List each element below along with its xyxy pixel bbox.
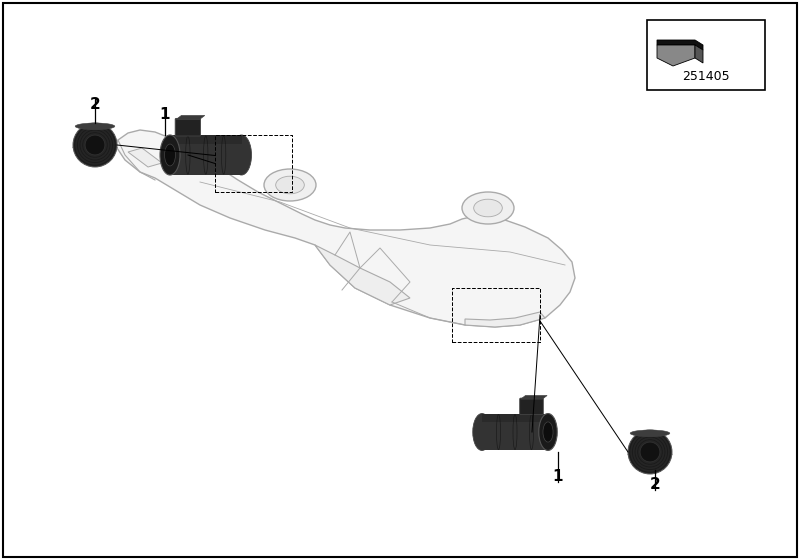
Bar bbox=[647, 20, 765, 90]
Ellipse shape bbox=[160, 135, 180, 175]
Text: 1: 1 bbox=[553, 469, 563, 484]
Circle shape bbox=[628, 430, 672, 474]
Ellipse shape bbox=[473, 413, 491, 450]
Ellipse shape bbox=[75, 123, 115, 129]
Ellipse shape bbox=[630, 430, 670, 437]
Text: 2: 2 bbox=[650, 477, 660, 492]
Polygon shape bbox=[465, 312, 545, 327]
Polygon shape bbox=[176, 115, 205, 119]
Polygon shape bbox=[482, 413, 548, 422]
FancyBboxPatch shape bbox=[175, 118, 201, 136]
Polygon shape bbox=[482, 413, 548, 450]
Text: 2: 2 bbox=[90, 97, 100, 112]
Polygon shape bbox=[128, 148, 162, 167]
Text: 1: 1 bbox=[160, 107, 170, 122]
Ellipse shape bbox=[538, 413, 558, 450]
Polygon shape bbox=[115, 130, 575, 327]
Ellipse shape bbox=[165, 144, 175, 166]
Polygon shape bbox=[657, 40, 703, 50]
Polygon shape bbox=[521, 395, 547, 399]
Ellipse shape bbox=[628, 451, 672, 458]
Polygon shape bbox=[657, 45, 695, 66]
Ellipse shape bbox=[264, 169, 316, 201]
Polygon shape bbox=[695, 45, 703, 63]
Polygon shape bbox=[170, 135, 242, 175]
Circle shape bbox=[640, 442, 660, 462]
Text: 251405: 251405 bbox=[682, 69, 730, 82]
Circle shape bbox=[73, 123, 117, 167]
Polygon shape bbox=[170, 135, 242, 144]
Ellipse shape bbox=[474, 199, 502, 217]
Ellipse shape bbox=[276, 176, 304, 194]
Ellipse shape bbox=[73, 144, 117, 151]
FancyBboxPatch shape bbox=[520, 398, 543, 414]
Circle shape bbox=[85, 135, 105, 155]
Polygon shape bbox=[315, 245, 410, 305]
Ellipse shape bbox=[231, 135, 251, 175]
Ellipse shape bbox=[462, 192, 514, 224]
Ellipse shape bbox=[543, 422, 553, 442]
